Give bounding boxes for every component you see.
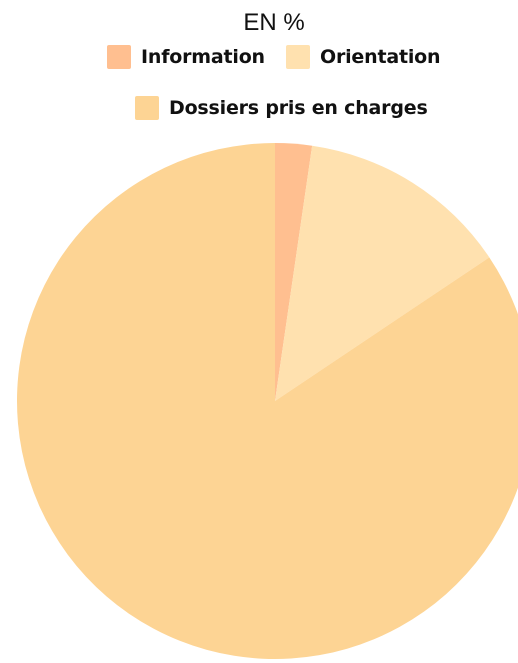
legend-label-orientation: Orientation: [320, 46, 441, 68]
legend-swatch-information: [107, 45, 131, 69]
legend-swatch-orientation: [286, 45, 310, 69]
legend-item-dossiers: Dossiers pris en charges: [135, 95, 428, 121]
pie-slice-information: [275, 143, 313, 401]
pie-slice-orientation: [275, 145, 490, 401]
chart-title: EN %: [243, 9, 305, 36]
legend-item-orientation: Orientation: [286, 44, 441, 70]
legend-item-information: Information: [107, 44, 265, 70]
legend-label-dossiers: Dossiers pris en charges: [169, 97, 428, 119]
pie-slice-dossiers: [17, 143, 518, 659]
legend-swatch-dossiers: [135, 96, 159, 120]
legend-label-information: Information: [141, 46, 265, 68]
